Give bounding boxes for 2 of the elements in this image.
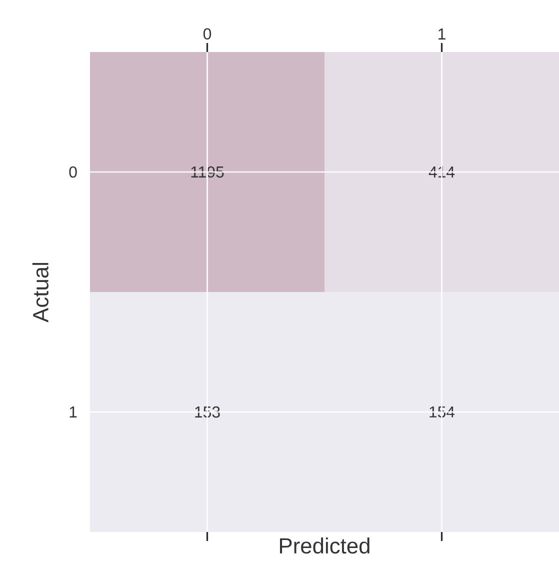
x-axis-title: Predicted bbox=[280, 538, 370, 554]
y-axis-title: Actual bbox=[32, 263, 48, 322]
